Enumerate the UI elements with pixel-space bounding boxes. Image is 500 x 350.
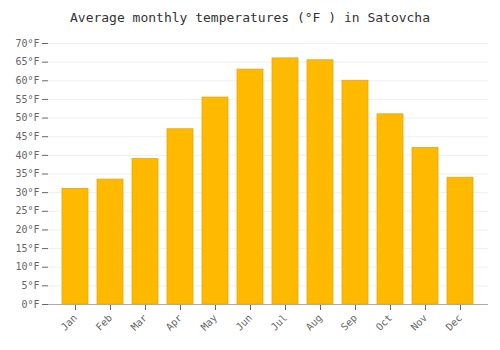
svg-text:50°F: 50°F [15, 112, 39, 123]
svg-text:35°F: 35°F [15, 168, 39, 179]
svg-text:25°F: 25°F [15, 205, 39, 216]
svg-text:45°F: 45°F [15, 131, 39, 142]
svg-text:10°F: 10°F [15, 261, 39, 272]
svg-text:May: May [199, 312, 220, 333]
svg-text:65°F: 65°F [15, 56, 39, 67]
svg-text:Jun: Jun [234, 312, 255, 333]
svg-text:15°F: 15°F [15, 243, 39, 254]
svg-text:Jul: Jul [269, 312, 290, 333]
svg-text:60°F: 60°F [15, 75, 39, 86]
svg-text:Jan: Jan [59, 312, 80, 333]
svg-text:Sep: Sep [339, 312, 360, 333]
svg-text:30°F: 30°F [15, 187, 39, 198]
svg-text:55°F: 55°F [15, 94, 39, 105]
svg-text:Mar: Mar [129, 312, 150, 333]
svg-text:Dec: Dec [444, 312, 465, 333]
svg-text:Apr: Apr [164, 312, 185, 333]
svg-text:Oct: Oct [374, 312, 395, 333]
svg-text:70°F: 70°F [15, 38, 39, 49]
svg-text:5°F: 5°F [21, 280, 39, 291]
svg-text:40°F: 40°F [15, 150, 39, 161]
svg-text:20°F: 20°F [15, 224, 39, 235]
svg-text:Nov: Nov [409, 312, 430, 333]
html-text:Average monthly temperatures (: Average monthly temperatures (°F ) in Sa… [70, 10, 430, 25]
svg-text:Feb: Feb [94, 312, 115, 333]
svg-text:Aug: Aug [304, 312, 325, 333]
svg-text:0°F: 0°F [21, 299, 39, 310]
